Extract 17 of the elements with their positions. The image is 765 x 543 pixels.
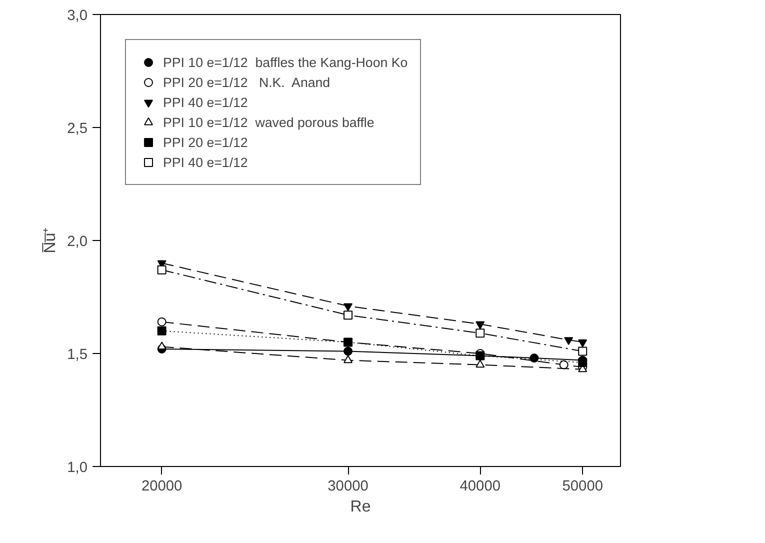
y-tick-label: 2,5	[67, 121, 88, 137]
x-tick-label: 40000	[460, 478, 501, 494]
y-axis-title: N̅u̅⁺	[41, 228, 60, 254]
legend-label: PPI 40 e=1/12	[163, 94, 248, 110]
y-tick-label: 2,0	[67, 234, 88, 250]
y-tick-label: 1,5	[67, 347, 88, 363]
legend-label: PPI 20 e=1/12 N.K. Anand	[163, 74, 330, 90]
legend-label: PPI 10 e=1/12 baffles the Kang-Hoon Ko	[163, 54, 408, 70]
x-tick-label: 50000	[562, 478, 603, 494]
y-tick-label: 3,0	[67, 8, 88, 24]
x-tick-label: 30000	[328, 478, 368, 494]
y-tick-label: 1,0	[67, 460, 88, 476]
x-tick-label: 20000	[141, 478, 182, 494]
legend-label: PPI 10 e=1/12 waved porous baffle	[163, 114, 374, 130]
x-axis-title: Re	[350, 498, 371, 516]
legend-label: PPI 40 e=1/12	[163, 154, 248, 170]
legend-label: PPI 20 e=1/12	[163, 134, 248, 150]
